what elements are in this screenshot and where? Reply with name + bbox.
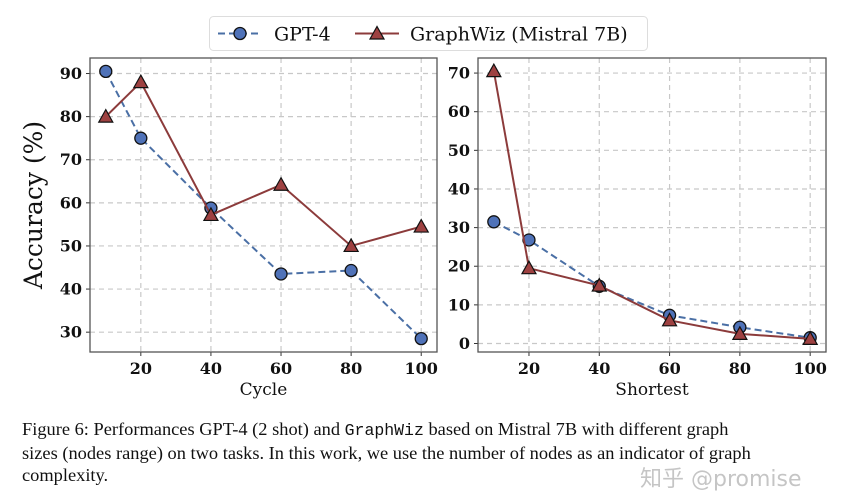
y-tick-label: 40 <box>60 280 82 299</box>
y-tick-label: 30 <box>60 323 82 342</box>
y-tick-label: 90 <box>60 64 82 83</box>
figure-caption: Figure 6: Performances GPT-4 (2 shot) an… <box>22 418 842 486</box>
caption-line-3: complexity. <box>22 465 109 485</box>
subplot-cycle: 20 40 60 80 100 30 40 50 60 70 80 90 Cycle Accuracy (… <box>19 57 438 400</box>
x-tick-label: 40 <box>588 359 610 378</box>
y-tick-label: 60 <box>448 102 470 121</box>
data-point <box>132 73 149 89</box>
x-axis-label: Shortest <box>615 380 689 400</box>
caption-text: Figure 6: Performances GPT-4 (2 shot) an… <box>22 419 345 439</box>
data-point <box>202 206 219 222</box>
y-tick-label: 10 <box>448 295 470 314</box>
caption-line-2: sizes (nodes range) on two tasks. In thi… <box>22 443 751 463</box>
series-line <box>105 80 422 248</box>
data-point <box>274 267 288 281</box>
series-gpt-4 <box>99 64 428 346</box>
y-tick-label: 30 <box>448 218 470 237</box>
x-tick-label: 80 <box>729 359 751 378</box>
data-point <box>413 218 430 233</box>
y-tick-label: 70 <box>448 64 470 83</box>
legend-frame <box>209 16 648 51</box>
series-line <box>492 70 811 340</box>
series-graphwiz <box>485 62 819 345</box>
legend: GPT-4 GraphWiz (Mistral 7B) <box>209 16 648 51</box>
x-tick-label: 100 <box>405 359 438 378</box>
watermark: 知乎 @promise <box>640 467 802 492</box>
legend-label: GraphWiz (Mistral 7B) <box>410 24 628 46</box>
data-point <box>520 259 537 275</box>
y-tick-label: 0 <box>459 334 470 353</box>
y-tick-label: 40 <box>448 179 470 198</box>
data-point <box>99 64 113 79</box>
data-point <box>731 325 748 340</box>
legend-item: GPT-4 <box>218 24 331 46</box>
series-gpt-4 <box>487 215 817 345</box>
caption-text: based on Mistral 7B with different graph <box>423 419 729 439</box>
x-tick-label: 60 <box>270 359 292 378</box>
legend-label: GPT-4 <box>274 24 331 46</box>
data-point <box>343 237 360 253</box>
x-tick-label: 80 <box>340 359 362 378</box>
x-tick-label: 20 <box>130 359 152 378</box>
data-point <box>485 62 502 78</box>
series-line <box>493 220 811 339</box>
data-point <box>802 330 819 345</box>
data-point <box>414 331 428 346</box>
y-tick-label: 60 <box>60 193 82 212</box>
data-point <box>134 131 148 145</box>
y-tick-label: 70 <box>60 150 82 169</box>
caption-model-name: GraphWiz <box>344 421 424 440</box>
x-tick-label: 20 <box>518 359 540 378</box>
x-tick-label: 40 <box>200 359 222 378</box>
y-tick-label: 50 <box>448 141 470 160</box>
y-tick-label: 20 <box>448 257 470 276</box>
caption-line-1: Figure 6: Performances GPT-4 (2 shot) an… <box>22 418 728 442</box>
y-tick-label: 80 <box>60 107 82 126</box>
axes-frame <box>477 57 827 353</box>
x-tick-label: 60 <box>658 359 680 378</box>
x-tick-label: 100 <box>793 359 826 378</box>
legend-item: GraphWiz (Mistral 7B) <box>355 24 628 46</box>
axes-frame <box>89 57 438 353</box>
data-point <box>487 215 501 229</box>
data-point <box>591 277 608 292</box>
series-graphwiz <box>97 73 430 253</box>
subplot-shortest: 20 40 60 80 100 0 10 20 30 40 50 60 70 Shortest <box>448 57 827 400</box>
data-point <box>273 176 290 191</box>
y-axis-label: Accuracy (%) <box>19 121 48 290</box>
legend-triangle-marker-icon <box>368 25 386 40</box>
x-axis-label: Cycle <box>240 380 288 400</box>
data-point <box>661 312 678 327</box>
y-tick-label: 50 <box>60 236 82 255</box>
data-point <box>97 108 114 123</box>
series-line <box>104 70 422 340</box>
data-point <box>344 263 358 278</box>
legend-circle-marker-icon <box>233 26 247 41</box>
